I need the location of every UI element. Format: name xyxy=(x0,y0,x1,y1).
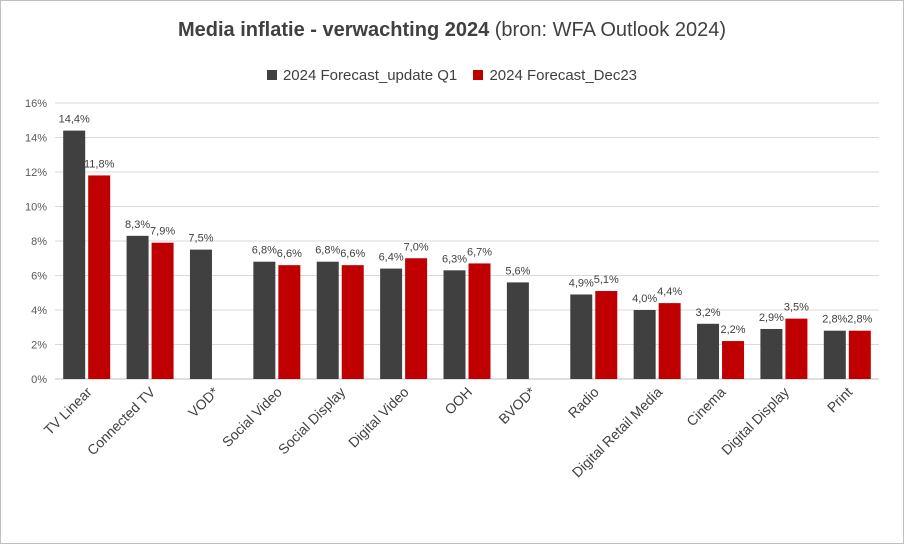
bar-series-2 xyxy=(341,265,364,379)
legend-swatch-series-2 xyxy=(473,70,484,80)
bar-series-1 xyxy=(63,130,86,379)
data-label: 5,6% xyxy=(505,265,530,277)
bar-series-1 xyxy=(380,268,403,379)
legend-swatch-series-1 xyxy=(266,70,277,80)
y-tick-label: 12% xyxy=(25,167,47,179)
category-label: Connected TV xyxy=(84,383,159,458)
chart-title-bold: Media inflatie - verwachting 2024 xyxy=(178,19,490,41)
category-label: Social Video xyxy=(219,384,285,450)
data-label: 2,2% xyxy=(720,324,745,336)
bar-series-2 xyxy=(468,263,491,379)
data-label: 2,8% xyxy=(822,314,847,326)
data-label: 6,3% xyxy=(442,253,467,265)
category-label: TV Linear xyxy=(41,384,95,438)
data-label: 5,1% xyxy=(594,274,619,286)
data-label: 4,9% xyxy=(569,277,594,289)
bar-series-2 xyxy=(405,258,428,379)
bar-series-1 xyxy=(506,282,529,379)
bar-series-1 xyxy=(633,310,656,379)
legend-label-series-2: 2024 Forecast_Dec23 xyxy=(489,67,638,84)
y-tick-label: 14% xyxy=(25,133,47,145)
bar-series-1 xyxy=(126,235,149,379)
y-tick-label: 6% xyxy=(31,271,47,283)
bar-series-1 xyxy=(823,330,846,379)
legend-item-series-2: 2024 Forecast_Dec23 xyxy=(473,67,637,84)
category-label: Print xyxy=(824,384,856,416)
category-label: Social Display xyxy=(275,384,348,457)
bar-series-2 xyxy=(88,175,111,379)
bar-series-2 xyxy=(658,303,681,379)
data-label: 6,8% xyxy=(315,245,340,257)
chart-legend: 2024 Forecast_update Q1 2024 Forecast_De… xyxy=(1,67,903,84)
category-label: OOH xyxy=(441,384,475,418)
data-label: 4,4% xyxy=(657,286,682,298)
data-label: 6,4% xyxy=(379,252,404,264)
bar-series-2 xyxy=(848,330,871,379)
bar-series-1 xyxy=(253,261,276,379)
y-tick-label: 0% xyxy=(31,374,47,386)
bar-series-2 xyxy=(595,291,618,379)
data-label: 14,4% xyxy=(59,114,90,126)
category-label: Radio xyxy=(565,384,602,421)
y-tick-label: 10% xyxy=(25,202,47,214)
category-label: BVOD* xyxy=(495,383,539,427)
data-label: 11,8% xyxy=(84,158,115,170)
data-label: 2,8% xyxy=(847,314,872,326)
bar-series-1 xyxy=(316,261,339,379)
data-label: 7,0% xyxy=(404,241,429,253)
category-label: VOD* xyxy=(185,383,222,420)
chart-title-source: (bron: WFA Outlook 2024) xyxy=(489,19,726,41)
data-label: 2,9% xyxy=(759,312,784,324)
data-label: 7,9% xyxy=(150,226,175,238)
bar-series-1 xyxy=(760,328,783,379)
bar-series-2 xyxy=(151,242,174,379)
category-label: Digital Display xyxy=(718,384,792,458)
data-label: 3,2% xyxy=(695,307,720,319)
category-label: Digital Video xyxy=(345,384,412,451)
data-label: 6,8% xyxy=(252,245,277,257)
y-tick-label: 16% xyxy=(25,98,47,110)
y-tick-label: 4% xyxy=(31,305,47,317)
bar-series-2 xyxy=(785,318,808,379)
bar-series-1 xyxy=(570,294,593,379)
bar-series-1 xyxy=(697,323,720,379)
bar-series-1 xyxy=(443,270,466,379)
y-tick-label: 8% xyxy=(31,236,47,248)
data-label: 7,5% xyxy=(188,233,213,245)
bar-series-2 xyxy=(722,341,745,379)
y-tick-label: 2% xyxy=(31,340,47,352)
legend-item-series-1: 2024 Forecast_update Q1 xyxy=(266,67,458,84)
bar-series-2 xyxy=(278,265,301,379)
data-label: 8,3% xyxy=(125,219,150,231)
bar-series-1 xyxy=(189,249,212,379)
chart-title: Media inflatie - verwachting 2024 (bron:… xyxy=(1,19,903,42)
data-label: 6,6% xyxy=(277,248,302,260)
data-label: 4,0% xyxy=(632,293,657,305)
data-label: 6,7% xyxy=(467,246,492,258)
data-label: 6,6% xyxy=(340,248,365,260)
category-label: Cinema xyxy=(683,384,729,430)
data-label: 3,5% xyxy=(784,302,809,314)
legend-label-series-1: 2024 Forecast_update Q1 xyxy=(282,67,458,84)
